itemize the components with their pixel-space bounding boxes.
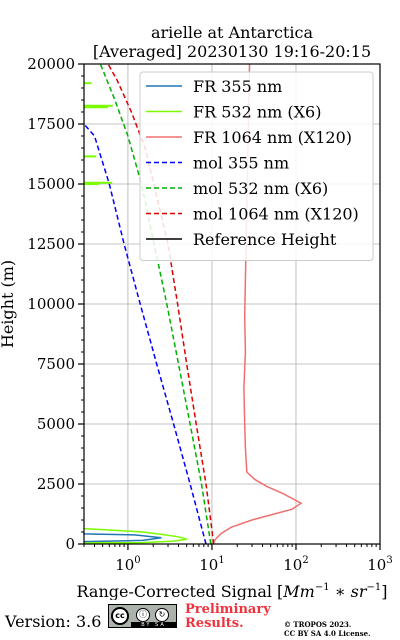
x-tick-label-3: 103: [367, 555, 392, 574]
legend-label-6: Reference Height: [193, 230, 337, 249]
x-axis-label: Range-Corrected Signal [Mm−1 ∗ sr−1]: [76, 582, 387, 600]
preliminary-notice: Preliminary Results.: [185, 603, 271, 631]
series-line-4: [99, 63, 212, 545]
x-tick-label-2: 102: [283, 555, 308, 574]
y-axis-label: Height (m): [0, 260, 17, 348]
legend-label-0: FR 355 nm: [193, 77, 282, 96]
series-line-1: [83, 527, 187, 544]
version-label: Version: 3.6: [5, 612, 102, 631]
license-line2: CC BY SA 4.0 License.: [284, 629, 371, 638]
y-tick-label-6: 15000: [27, 175, 75, 193]
legend-label-4: mol 532 nm (X6): [193, 179, 328, 198]
y-ticks: 0 2500 5000 7500 10000 12500 15000 17500 20000: [27, 55, 84, 553]
legend-label-2: FR 1064 nm (X120): [193, 128, 352, 147]
y-tick-label-1: 2500: [37, 475, 75, 493]
cc-sa-icon: ↻: [155, 608, 169, 622]
x-tick-label-1: 101: [199, 555, 224, 574]
x-axis-label-unit2: sr: [351, 582, 368, 600]
lidar-profile-chart: 0 2500 5000 7500 10000 12500 15000 17500 20000 1…: [0, 23, 393, 600]
y-tick-label-0: 0: [65, 535, 75, 553]
series-line-0: [83, 533, 162, 543]
x-axis-label-close: ]: [381, 582, 387, 600]
legend-label-1: FR 532 nm (X6): [193, 103, 321, 122]
y-tick-label-7: 17500: [27, 115, 75, 133]
x-ticks: 100 101 102 103: [83, 544, 393, 574]
x-axis-label-text: Range-Corrected Signal [: [76, 582, 283, 600]
y-tick-label-8: 20000: [27, 55, 75, 73]
x-axis-label-exp2: −1: [367, 582, 382, 593]
x-axis-label-exp1: −1: [315, 582, 330, 593]
series-line-3: [83, 123, 207, 545]
legend-box: [139, 71, 374, 261]
legend-label-5: mol 1064 nm (X120): [193, 205, 359, 224]
preliminary-line2: Results.: [185, 616, 244, 631]
cc-badge-label: BY SA: [131, 622, 176, 628]
chart-title-line1: arielle at Antarctica: [151, 23, 314, 42]
y-tick-label-4: 10000: [27, 295, 75, 313]
y-tick-label-5: 12500: [27, 235, 75, 253]
legend-label-3: mol 355 nm: [193, 154, 289, 173]
cc-logo-icon: cc: [111, 607, 129, 625]
preliminary-line1: Preliminary: [185, 602, 271, 617]
cc-license-badge: cc ⓘ ↻ BY SA: [108, 604, 177, 628]
license-line1: © TROPOS 2023.: [284, 620, 352, 629]
x-axis-label-unit1: Mm: [282, 582, 315, 600]
chart-title-line2: [Averaged] 20230130 19:16-20:15: [93, 42, 371, 61]
y-tick-label-3: 7500: [37, 355, 75, 373]
cc-by-icon: ⓘ: [136, 608, 150, 622]
y-tick-label-2: 5000: [37, 415, 75, 433]
x-tick-label-0: 100: [115, 555, 140, 574]
legend: FR 355 nm FR 532 nm (X6) FR 1064 nm (X120)…: [139, 71, 374, 261]
x-axis-label-mult: ∗: [330, 582, 351, 600]
series-line-5: [107, 63, 215, 545]
license-notice: © TROPOS 2023. CC BY SA 4.0 License.: [284, 620, 371, 638]
